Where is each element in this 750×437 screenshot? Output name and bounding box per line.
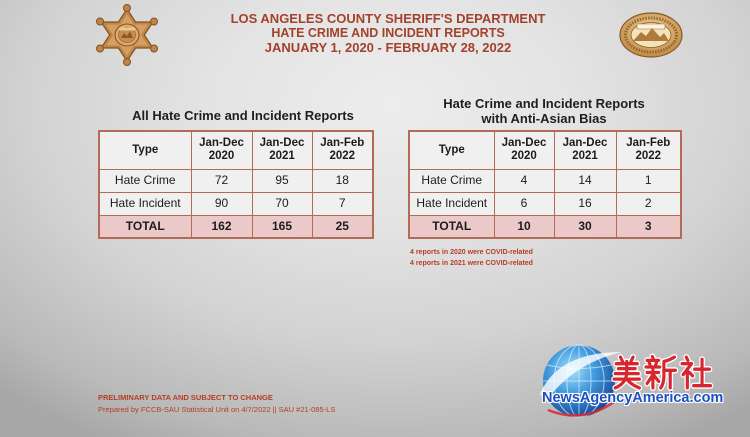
- table-cell-2021: 30: [553, 214, 617, 239]
- covid-note-2021: 4 reports in 2021 were COVID-related: [410, 260, 533, 267]
- column-header-type: Type: [408, 130, 495, 170]
- table-cell-2021: 70: [251, 191, 313, 216]
- table-all-reports: Type Jan-Dec 2020 Jan-Dec 2021 Jan-Feb 2022…: [98, 130, 374, 239]
- column-header-year: 2022: [329, 150, 356, 163]
- column-header-label: Jan-Dec: [259, 137, 305, 150]
- table-heading-line: with Anti-Asian Bias: [481, 111, 607, 126]
- column-header-year: 2021: [572, 150, 598, 163]
- news-agency-watermark-logo: [540, 344, 735, 418]
- department-seal-icon: [619, 12, 683, 58]
- column-header-jan-dec-2021: Jan-Dec 2021: [553, 130, 617, 170]
- table-cell-2021: 165: [251, 214, 313, 239]
- table-cell-2022: 1: [615, 168, 682, 193]
- row-label: Hate Crime: [408, 168, 495, 193]
- table-header-row: Type Jan-Dec 2020 Jan-Dec 2021 Jan-Feb 2022: [98, 130, 374, 170]
- column-header-year: 2020: [208, 150, 235, 163]
- column-header-year: 2022: [635, 150, 662, 163]
- table-row-hate-incident: Hate Incident 90 70 7: [98, 191, 374, 216]
- table-cell-2021: 95: [251, 168, 313, 193]
- table-cell-2022: 2: [615, 191, 682, 216]
- report-title: HATE CRIME AND INCIDENT REPORTS: [271, 26, 505, 40]
- column-header-year: 2020: [511, 150, 537, 163]
- table-cell-2021: 14: [553, 168, 617, 193]
- column-header-label: Jan-Dec: [199, 137, 244, 150]
- column-header-label: Type: [438, 143, 465, 156]
- column-header-jan-dec-2021: Jan-Dec 2021: [251, 130, 313, 170]
- table-header-row: Type Jan-Dec 2020 Jan-Dec 2021 Jan-Feb 2022: [408, 130, 682, 170]
- row-label: Hate Crime: [98, 168, 192, 193]
- table-cell-2022: 18: [311, 168, 374, 193]
- table-heading-line: All Hate Crime and Incident Reports: [132, 108, 354, 123]
- column-header-label: Jan-Dec: [501, 137, 547, 150]
- row-label: TOTAL: [408, 214, 495, 239]
- report-date-range: JANUARY 1, 2020 - FEBRUARY 28, 2022: [264, 40, 512, 55]
- column-header-jan-feb-2022: Jan-Feb 2022: [615, 130, 682, 170]
- watermark-site-name: NewsAgencyAmerica.com: [542, 390, 724, 406]
- watermark-chinese-mark: [614, 357, 710, 388]
- covid-note-2020: 4 reports in 2020 were COVID-related: [410, 249, 533, 256]
- table-cell-2020: 72: [190, 168, 253, 193]
- row-label: TOTAL: [98, 214, 192, 239]
- column-header-year: 2021: [269, 150, 295, 163]
- table-heading-all-reports: All Hate Crime and Incident Reports: [103, 108, 383, 123]
- table-cell-2020: 10: [493, 214, 555, 239]
- department-title: LOS ANGELES COUNTY SHERIFF'S DEPARTMENT: [230, 11, 546, 26]
- column-header-jan-dec-2020: Jan-Dec 2020: [493, 130, 555, 170]
- column-header-jan-dec-2020: Jan-Dec 2020: [190, 130, 253, 170]
- globe-icon: [540, 344, 622, 418]
- table-row-hate-crime: Hate Crime 4 14 1: [408, 168, 682, 193]
- table-cell-2020: 90: [190, 191, 253, 216]
- preliminary-data-disclaimer: PRELIMINARY DATA AND SUBJECT TO CHANGE: [98, 393, 273, 402]
- column-header-label: Jan-Feb: [320, 137, 365, 150]
- table-cell-2022: 3: [615, 214, 682, 239]
- table-cell-2022: 25: [311, 214, 374, 239]
- table-cell-2021: 16: [553, 191, 617, 216]
- table-cell-2020: 4: [493, 168, 555, 193]
- table-cell-2020: 162: [190, 214, 253, 239]
- row-label: Hate Incident: [408, 191, 495, 216]
- prepared-by-line: Prepared by FCCB-SAU Statistical Unit on…: [98, 405, 336, 414]
- table-anti-asian-bias: Type Jan-Dec 2020 Jan-Dec 2021 Jan-Feb 2022…: [408, 130, 682, 239]
- table-heading-line: Hate Crime and Incident Reports: [443, 96, 645, 111]
- table-row-hate-crime: Hate Crime 72 95 18: [98, 168, 374, 193]
- table-cell-2022: 7: [311, 191, 374, 216]
- table-heading-anti-asian-bias: Hate Crime and Incident Reports with Ant…: [404, 96, 684, 126]
- table-cell-2020: 6: [493, 191, 555, 216]
- column-header-label: Jan-Dec: [562, 137, 608, 150]
- column-header-jan-feb-2022: Jan-Feb 2022: [311, 130, 374, 170]
- row-label: Hate Incident: [98, 191, 192, 216]
- table-row-hate-incident: Hate Incident 6 16 2: [408, 191, 682, 216]
- table-row-total: TOTAL 10 30 3: [408, 214, 682, 239]
- column-header-label: Jan-Feb: [626, 137, 671, 150]
- column-header-label: Type: [132, 143, 159, 156]
- table-row-total: TOTAL 162 165 25: [98, 214, 374, 239]
- sheriff-star-badge-icon: [96, 4, 158, 66]
- column-header-type: Type: [98, 130, 192, 170]
